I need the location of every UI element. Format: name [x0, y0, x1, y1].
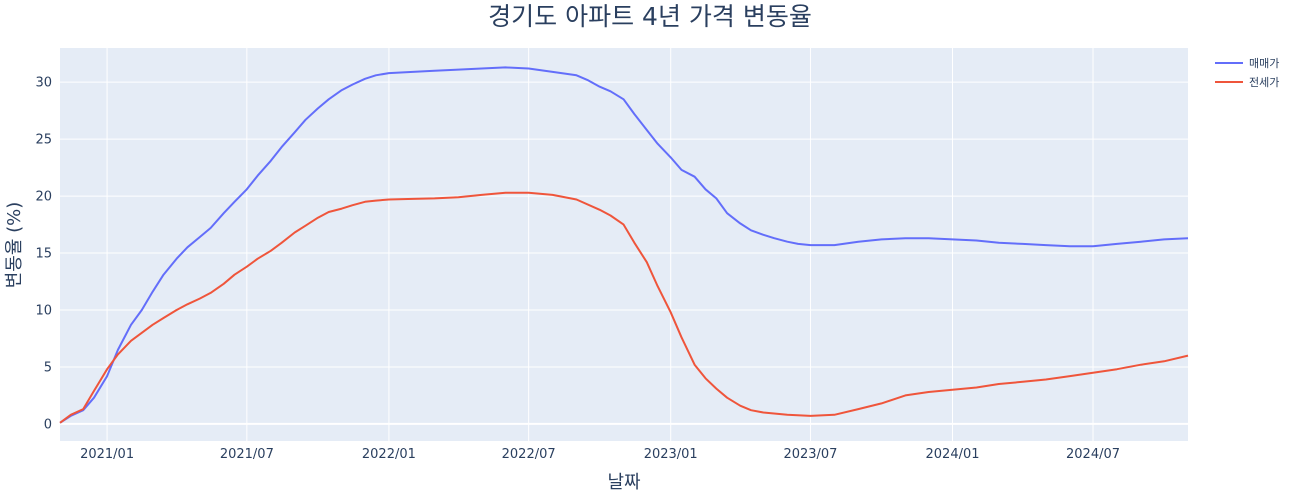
y-axis-title: 변동율 (%) — [4, 202, 25, 289]
x-tick-label: 2023/01 — [644, 447, 698, 462]
x-tick-label: 2021/07 — [220, 447, 274, 462]
y-tick-label: 30 — [35, 76, 52, 91]
x-tick-label: 2021/01 — [80, 447, 134, 462]
series-line-전세가 — [59, 191, 1189, 424]
legend-label-매매가[interactable]: 매매가 — [1249, 57, 1279, 70]
x-axis-title: 날짜 — [607, 472, 641, 493]
y-tick-label: 5 — [44, 360, 52, 375]
x-tick-label: 2022/07 — [502, 447, 556, 462]
x-axis-ticks: 2021/01 2021/07 2022/01 2022/07 2023/01 2023/… — [80, 447, 1120, 462]
y-tick-label: 10 — [35, 304, 52, 319]
y-tick-label: 0 — [44, 417, 52, 432]
legend-label-전세가[interactable]: 전세가 — [1249, 76, 1279, 89]
x-tick-label: 2024/07 — [1066, 447, 1120, 462]
y-axis-ticks: 0 5 10 15 20 25 30 — [35, 76, 52, 433]
series-line-매매가 — [59, 66, 1189, 424]
y-tick-label: 25 — [35, 133, 52, 148]
x-tick-label: 2024/01 — [926, 447, 980, 462]
x-tick-label: 2022/01 — [362, 447, 416, 462]
legend[interactable]: 매매가 전세가 — [1215, 57, 1279, 89]
y-tick-label: 15 — [35, 247, 52, 262]
y-tick-label: 20 — [35, 190, 52, 205]
series-lines — [59, 66, 1189, 424]
chart-title: 경기도 아파트 4년 가격 변동율 — [488, 2, 812, 31]
x-tick-label: 2023/07 — [783, 447, 837, 462]
plot-area — [60, 48, 1188, 441]
